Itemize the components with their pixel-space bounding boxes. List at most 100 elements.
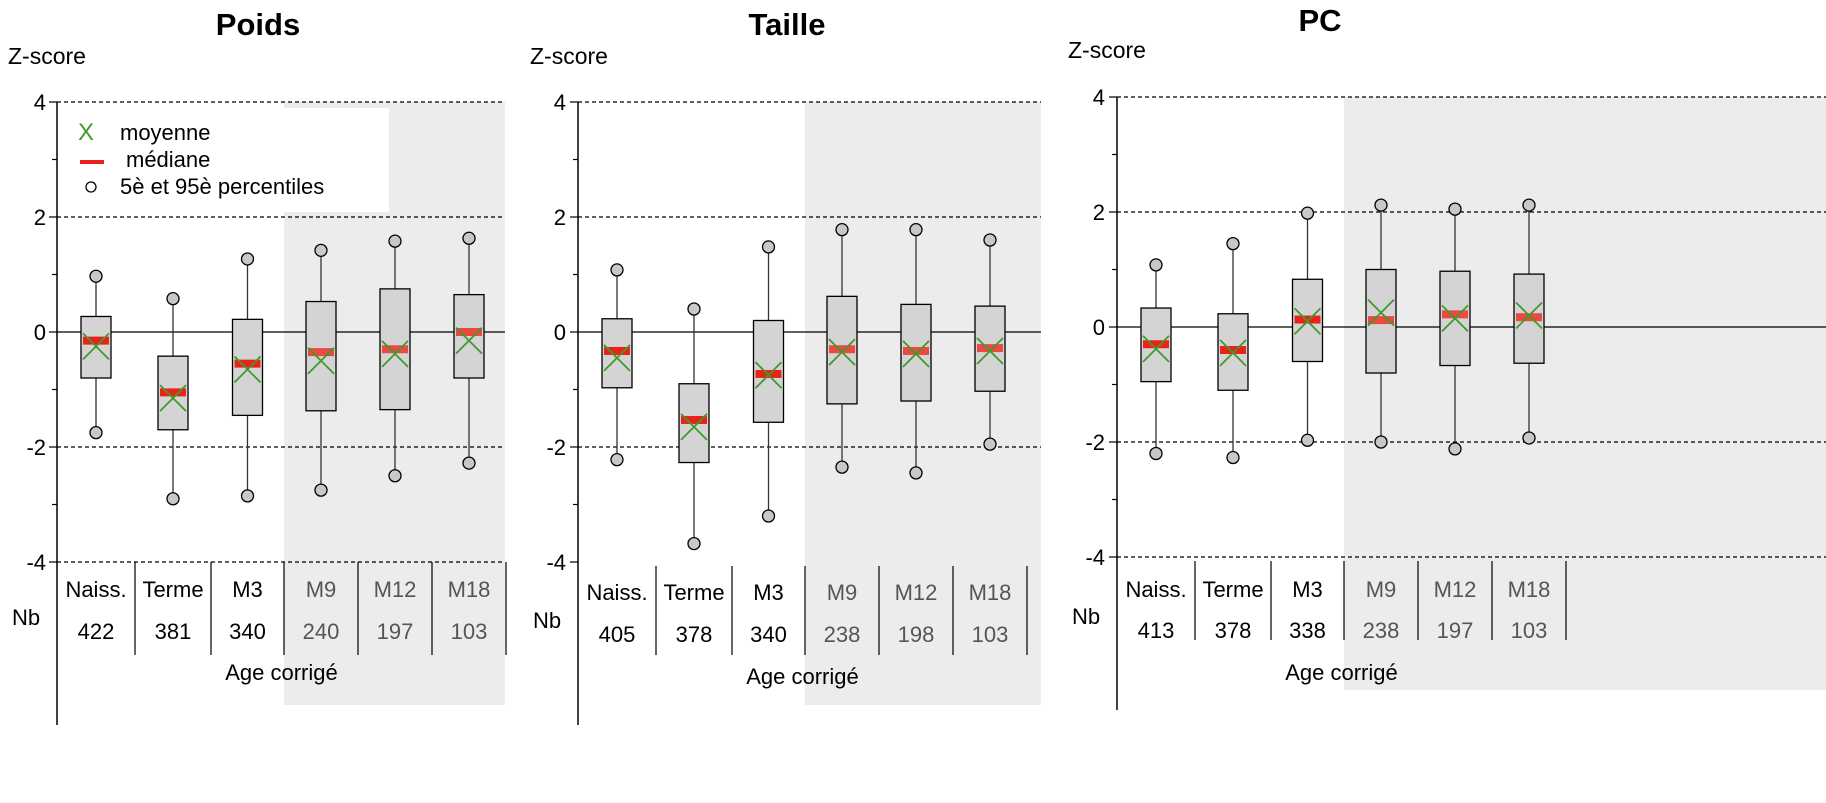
box-m12 <box>900 222 932 480</box>
box-m9 <box>305 243 337 497</box>
category-label: Naiss. <box>586 580 647 605</box>
percentile-95-marker <box>1149 258 1163 272</box>
legend-median-label: médiane <box>126 147 210 172</box>
y-tick-label: 0 <box>1093 315 1105 340</box>
box-terme <box>157 291 189 506</box>
y-tick-label: 4 <box>1093 85 1105 110</box>
percentile-5-marker <box>240 489 255 503</box>
percentile-95-marker <box>1226 236 1240 251</box>
nb-value: 405 <box>599 622 636 647</box>
percentile-5-marker <box>1522 431 1536 445</box>
box-m3 <box>231 252 264 503</box>
median-marker <box>829 345 855 354</box>
mean-marker <box>233 355 262 384</box>
x-axis-label: Age corrigé <box>746 664 859 689</box>
chart-title: Taille <box>749 7 826 42</box>
mean-marker <box>680 413 708 441</box>
y-tick-label: 4 <box>34 90 46 115</box>
nb-label: Nb <box>1072 604 1100 629</box>
percentile-95-marker <box>909 222 923 237</box>
y-axis-label: Z-score <box>1068 37 1146 63</box>
legend-percentile-symbol <box>85 181 97 193</box>
y-tick-label: 2 <box>34 205 46 230</box>
median-marker <box>1368 316 1394 325</box>
percentile-5-marker <box>687 536 701 551</box>
mean-marker <box>82 332 110 361</box>
y-tick-label: 2 <box>1093 200 1105 225</box>
category-label: M9 <box>306 577 337 602</box>
nb-value: 378 <box>1215 618 1252 643</box>
category-label: M12 <box>374 577 417 602</box>
percentile-95-marker <box>388 234 402 248</box>
mean-marker <box>1293 307 1322 335</box>
mean-marker <box>159 384 187 412</box>
median-marker <box>681 415 707 424</box>
nb-value: 422 <box>78 619 115 644</box>
percentile-95-marker <box>687 302 701 316</box>
box-m18 <box>974 233 1006 451</box>
y-tick-label: 0 <box>34 320 46 345</box>
percentile-5-marker <box>314 483 328 497</box>
percentile-5-marker <box>166 492 180 506</box>
iqr-box <box>305 300 337 412</box>
mean-marker <box>1515 301 1543 330</box>
nb-value: 413 <box>1138 618 1175 643</box>
category-label: M9 <box>827 580 858 605</box>
percentile-5-marker <box>909 466 923 480</box>
nb-value: 103 <box>1511 618 1548 643</box>
y-tick-label: -4 <box>26 550 46 575</box>
box-terme <box>678 302 710 551</box>
nb-value: 103 <box>451 619 488 644</box>
category-label: M3 <box>232 577 263 602</box>
chart-panel-poids: Poids Z-score 4 2 0 -2 -4 Naiss. 422 Terme 381 M3 34… <box>8 7 507 725</box>
percentile-5-marker <box>1300 433 1315 447</box>
box-terme <box>1217 236 1249 465</box>
mean-marker <box>307 347 335 375</box>
percentile-5-marker <box>462 456 476 470</box>
chart-title: Poids <box>216 7 300 42</box>
percentile-95-marker <box>835 222 849 237</box>
y-tick-label: -4 <box>546 550 566 575</box>
chart-panel-pc: PC Z-score 4 2 0 -2 -4 Naiss. 413 Terme 378 M3 338 M9… <box>1068 3 1826 710</box>
nb-value: 338 <box>1289 618 1326 643</box>
percentile-95-marker <box>462 231 476 245</box>
median-marker <box>604 346 630 355</box>
percentile-5-marker <box>89 425 103 440</box>
y-tick-label: 2 <box>554 205 566 230</box>
nb-label: Nb <box>12 605 40 630</box>
mean-marker <box>828 338 856 366</box>
mean-marker <box>1219 339 1247 367</box>
mean-marker <box>1367 298 1395 327</box>
chart-title: PC <box>1298 3 1341 38</box>
median-marker <box>1442 310 1468 319</box>
box-m18 <box>1513 198 1545 445</box>
y-tick-label: 4 <box>554 90 566 115</box>
percentile-95-marker <box>1300 206 1315 220</box>
y-axis-label: Z-score <box>8 43 86 69</box>
percentile-95-marker <box>1374 198 1388 212</box>
median-marker <box>1516 313 1542 322</box>
legend-mean-label: moyenne <box>120 120 211 145</box>
box-m12 <box>1439 202 1471 456</box>
nb-value: 197 <box>1437 618 1474 643</box>
category-label: M12 <box>895 580 938 605</box>
x-axis-label: Age corrigé <box>1285 660 1398 685</box>
median-marker <box>1143 340 1169 349</box>
category-label: M9 <box>1366 577 1397 602</box>
median-marker <box>1294 315 1321 324</box>
percentile-5-marker <box>1448 442 1462 456</box>
y-tick-label: -4 <box>1085 545 1105 570</box>
box-naiss <box>601 263 633 467</box>
mean-marker <box>1441 304 1469 333</box>
percentile-95-marker <box>240 252 255 266</box>
percentile-95-marker <box>166 291 180 306</box>
category-label: Terme <box>142 577 203 602</box>
legend-percentile-label: 5è et 95è percentiles <box>120 174 324 199</box>
legend-mean-symbol: X <box>78 119 94 146</box>
nb-value: 197 <box>377 619 414 644</box>
median-marker <box>234 359 261 368</box>
y-tick-label: -2 <box>1085 430 1105 455</box>
